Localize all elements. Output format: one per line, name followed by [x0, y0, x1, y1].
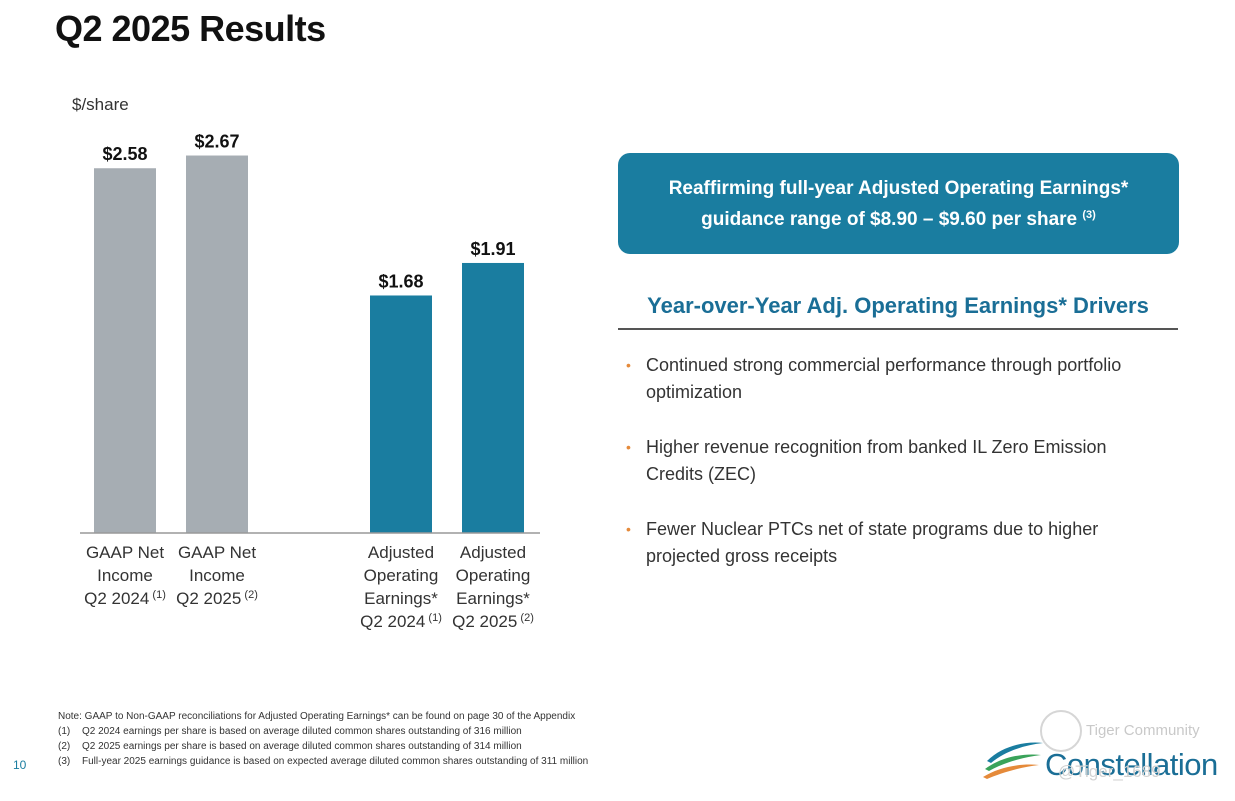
driver-text: Higher revenue recognition from banked I…	[646, 437, 1107, 484]
category-label: Q2 2024 (1)	[360, 612, 442, 631]
page-number: 10	[13, 758, 27, 772]
bullet-dot-icon: •	[626, 357, 631, 373]
category-label: Adjusted	[460, 543, 526, 562]
driver-item: • Fewer Nuclear PTCs net of state program…	[626, 516, 1166, 570]
note-text: Q2 2024 earnings per share is based on a…	[82, 726, 522, 737]
guidance-footnote: (3)	[1082, 208, 1096, 221]
drivers-list: • Continued strong commercial performance…	[626, 352, 1166, 598]
guidance-callout: Reaffirming full-year Adjusted Operating…	[618, 153, 1179, 254]
note-text: Q2 2025 earnings per share is based on a…	[82, 741, 522, 752]
category-label: Q2 2024 (1)	[84, 589, 166, 608]
category-label: Q2 2025 (2)	[452, 612, 534, 631]
category-footnote: (2)	[517, 612, 534, 624]
footnotes: Note: GAAP to Non-GAAP reconciliations f…	[58, 709, 588, 769]
category-label: Earnings*	[456, 589, 530, 608]
note-number: (1)	[58, 726, 71, 737]
category-label: Operating	[456, 566, 531, 585]
guidance-line-2: guidance range of $8.90 – $9.60 per shar…	[701, 202, 1096, 233]
bar-value-label: $2.67	[194, 132, 239, 152]
watermark-text: Tiger Community	[1086, 722, 1200, 739]
watermark: Tiger Community	[1040, 710, 1220, 752]
note-row: (2) Q2 2025 earnings per share is based o…	[58, 739, 588, 754]
y-unit-label: $/share	[72, 95, 129, 114]
category-label: Income	[97, 566, 153, 585]
driver-text: Continued strong commercial performance …	[646, 355, 1122, 402]
category-label: Earnings*	[364, 589, 438, 608]
driver-text: Fewer Nuclear PTCs net of state programs…	[646, 519, 1099, 566]
category-label: GAAP Net	[178, 543, 256, 562]
watermark-handle: @Tiger_1689	[1058, 762, 1161, 781]
category-label: Q2 2025 (2)	[176, 589, 258, 608]
constellation-logo-icon	[983, 742, 1043, 779]
category-label: Operating	[364, 566, 439, 585]
note-row: (3) Full-year 2025 earnings guidance is b…	[58, 754, 588, 769]
category-label: Income	[189, 566, 245, 585]
bullet-dot-icon: •	[626, 521, 631, 537]
drivers-divider	[618, 328, 1178, 330]
category-footnote: (1)	[425, 612, 442, 624]
bullet-dot-icon: •	[626, 439, 631, 455]
category-label: GAAP Net	[86, 543, 164, 562]
note-number: (3)	[58, 756, 71, 767]
category-footnote: (1)	[149, 589, 166, 601]
driver-item: • Continued strong commercial performance…	[626, 352, 1166, 406]
bar-value-label: $2.58	[102, 144, 147, 164]
note-number: (2)	[58, 741, 71, 752]
bar	[94, 168, 156, 533]
logo-text: Constellation	[1045, 747, 1218, 782]
category-footnote: (2)	[241, 589, 258, 601]
guidance-line-2-text: guidance range of $8.90 – $9.60 per shar…	[701, 208, 1078, 230]
bar-value-label: $1.68	[378, 271, 423, 291]
eps-bar-chart: $2.58 GAAP Net Income Q2 2024 (1) $2.67 GAAP …	[80, 132, 540, 631]
company-logo: Constellation	[983, 725, 1218, 785]
page-title: Q2 2025 Results	[55, 8, 326, 49]
driver-item: • Higher revenue recognition from banked …	[626, 434, 1166, 488]
bar	[462, 262, 524, 533]
note-header: Note: GAAP to Non-GAAP reconciliations f…	[58, 711, 576, 722]
watermark-logo-icon	[1040, 710, 1082, 752]
note-row: (1) Q2 2024 earnings per share is based o…	[58, 724, 588, 739]
bar	[186, 155, 248, 533]
bar-value-label: $1.91	[470, 239, 515, 259]
drivers-title: Year-over-Year Adj. Operating Earnings* …	[647, 293, 1149, 318]
note-text: Full-year 2025 earnings guidance is base…	[82, 756, 589, 767]
category-label: Adjusted	[368, 543, 434, 562]
bar	[370, 295, 432, 533]
guidance-line-1: Reaffirming full-year Adjusted Operating…	[668, 177, 1129, 199]
